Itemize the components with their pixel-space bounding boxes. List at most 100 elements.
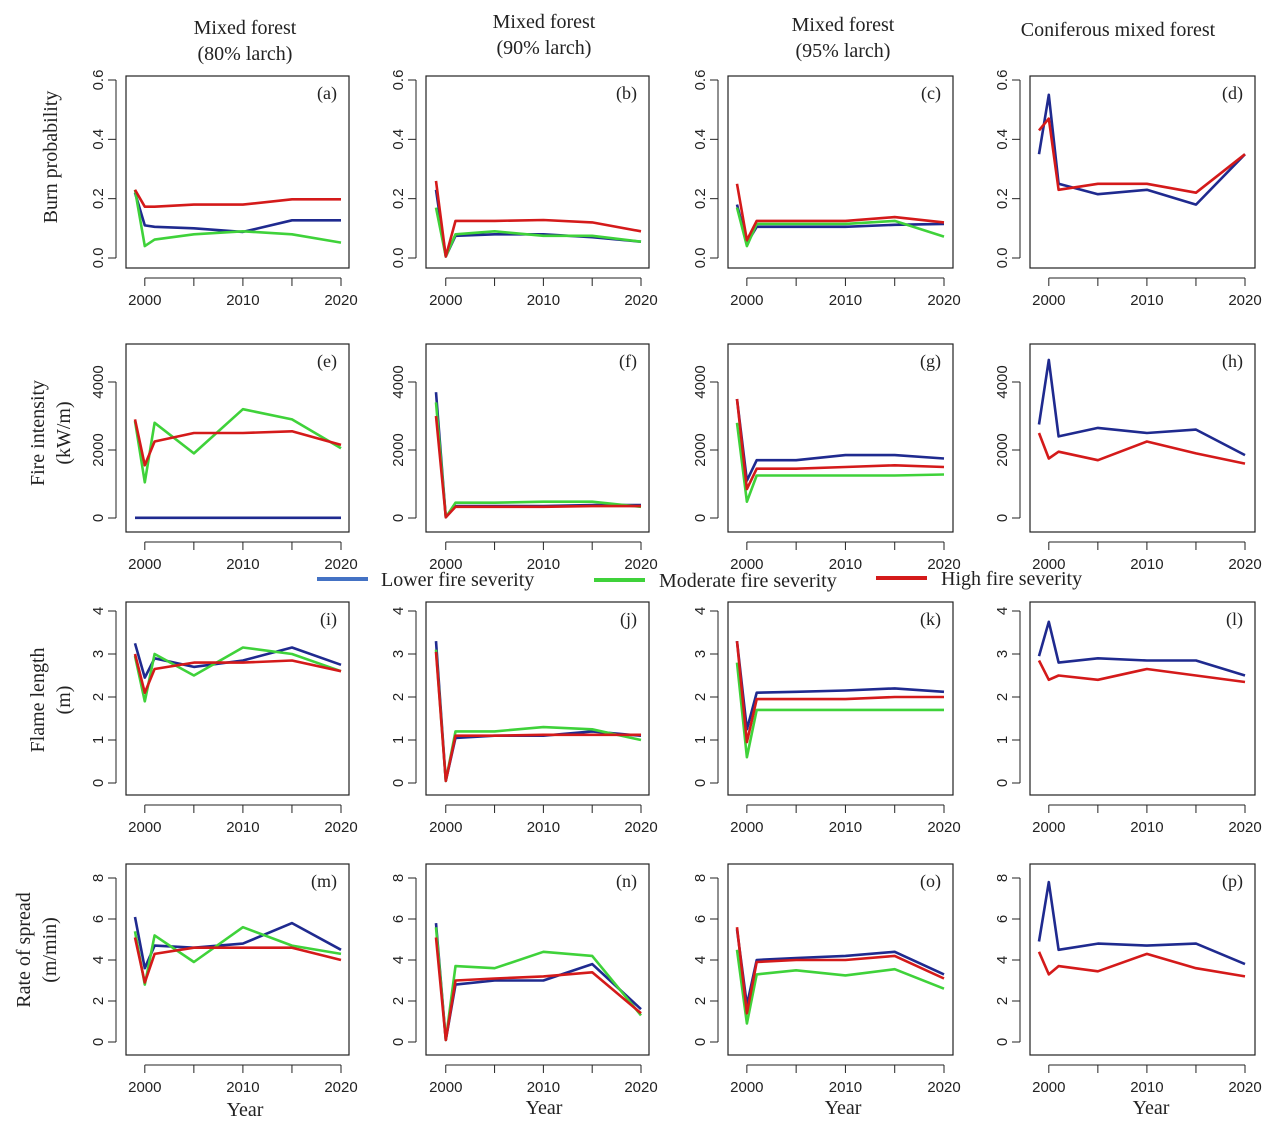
panel-label: (f)	[619, 351, 637, 372]
x-tick-label: 2010	[829, 292, 862, 309]
y-tick-label: 4000	[994, 365, 1011, 398]
panel-j: 2000 2010 2020 0 1 2 3 4 (j)	[390, 601, 658, 836]
row-label-4-line1: Rate of spread	[13, 892, 35, 1008]
y-tick-label: 0.4	[390, 129, 407, 150]
y-tick-label: 8	[390, 874, 407, 882]
y-tick-label: 1	[692, 736, 709, 744]
row-label-3-line1: Flame length	[27, 648, 49, 753]
plot-frame	[125, 75, 350, 269]
row-label-1-line1: Burn probability	[40, 91, 62, 224]
series-line-lower	[1037, 620, 1246, 677]
legend-label-high: High fire severity	[941, 568, 1082, 590]
x-tick-label: 2010	[527, 556, 560, 573]
x-tick-label: 2010	[226, 819, 259, 836]
x-tick-label: 2000	[1032, 819, 1065, 836]
panel-label: (e)	[317, 351, 337, 372]
panel-a: 2000 2010 2020 0.0 0.2 0.4 0.6 (a)	[90, 70, 358, 309]
series-line-moderate	[133, 189, 342, 248]
panel-e: 2000 2010 2020 0 2000 4000 (e)	[90, 343, 358, 573]
x-tick-label: 2000	[730, 292, 763, 309]
x-tick-label: 2000	[128, 292, 161, 309]
series-line-moderate	[434, 649, 642, 783]
y-tick-label: 0.2	[390, 188, 407, 209]
y-tick-label: 3	[994, 650, 1011, 658]
y-tick-label: 3	[90, 650, 107, 658]
y-tick-label: 2000	[692, 433, 709, 466]
x-tick-label: 2010	[226, 1079, 259, 1096]
panel-m: 2000 2010 2020 0 2 4 6 8 (m)	[90, 863, 358, 1096]
y-tick-label: 0.2	[994, 188, 1011, 209]
x-tick-label: 2000	[128, 819, 161, 836]
x-tick-label: 2020	[927, 556, 960, 573]
y-tick-label: 2	[692, 997, 709, 1005]
y-tick-label: 0	[692, 1038, 709, 1046]
x-tick-label: 2010	[527, 292, 560, 309]
x-tick-label: 2010	[226, 292, 259, 309]
y-tick-label: 4	[90, 956, 107, 964]
plot-frame	[1029, 601, 1256, 796]
plot-frame	[425, 75, 650, 269]
panel-f: 2000 2010 2020 0 2000 4000 (f)	[390, 343, 658, 573]
y-tick-label: 0.6	[994, 70, 1011, 91]
series-line-lower	[434, 189, 642, 258]
y-tick-label: 8	[692, 874, 709, 882]
series-line-high	[133, 653, 342, 695]
series-line-high	[735, 183, 945, 242]
x-tick-label: 2020	[624, 819, 657, 836]
series-line-lower	[434, 392, 641, 519]
panel-b: 2000 2010 2020 0.0 0.2 0.4 0.6 (b)	[390, 70, 658, 309]
y-tick-label: 0.0	[390, 248, 407, 269]
series-line-moderate	[735, 662, 944, 759]
x-tick-label: 2010	[829, 819, 862, 836]
plot-frame	[425, 601, 650, 796]
y-tick-label: 1	[90, 736, 107, 744]
x-axis-title-3: Year	[825, 1097, 862, 1119]
plot-frame	[727, 75, 954, 269]
x-tick-label: 2000	[429, 556, 462, 573]
column-title-3-line2: (95% larch)	[796, 40, 891, 62]
y-tick-label: 8	[994, 874, 1011, 882]
x-tick-label: 2020	[927, 292, 960, 309]
series-line-lower	[133, 192, 341, 234]
y-tick-label: 0.0	[90, 248, 107, 269]
y-tick-label: 0	[90, 514, 107, 522]
column-title-1-line2: (80% larch)	[198, 43, 293, 65]
x-tick-label: 2020	[324, 1079, 357, 1096]
y-tick-label: 6	[90, 915, 107, 923]
row-label-3-line2: (m)	[53, 686, 75, 715]
panel-label: (i)	[320, 609, 337, 630]
row-labels: Burn probability Fire intensity (kW/m) F…	[13, 91, 75, 1008]
panel-label: (g)	[920, 351, 941, 372]
y-tick-label: 0.6	[90, 70, 107, 91]
y-tick-label: 2	[90, 997, 107, 1005]
series-line-moderate	[434, 402, 642, 519]
series-line-lower	[434, 922, 642, 1042]
y-tick-label: 2	[390, 693, 407, 701]
column-title-2-line2: (90% larch)	[497, 37, 592, 59]
y-tick-label: 2000	[994, 433, 1011, 466]
series-line-high	[735, 398, 945, 491]
x-tick-label: 2020	[927, 819, 960, 836]
plot-frame	[125, 601, 350, 796]
series-line-high	[434, 180, 642, 258]
x-tick-label: 2000	[730, 556, 763, 573]
series-line-high	[1037, 951, 1246, 978]
panel-label: (o)	[920, 871, 941, 892]
series-line-moderate	[735, 949, 945, 1025]
y-tick-label: 6	[994, 915, 1011, 923]
y-tick-label: 0	[390, 514, 407, 522]
y-tick-label: 0.4	[692, 129, 709, 150]
series-line-lower	[735, 640, 945, 731]
y-tick-label: 4	[90, 607, 107, 615]
row-label-4-line2: (m/min)	[39, 917, 61, 983]
plot-frame	[1029, 75, 1256, 269]
panel-label: (d)	[1222, 83, 1243, 104]
plot-frame	[1029, 343, 1256, 533]
panel-label: (b)	[616, 83, 637, 104]
series-line-high	[434, 415, 641, 519]
y-tick-label: 0	[692, 779, 709, 787]
panel-label: (p)	[1222, 871, 1243, 892]
series-line-moderate	[735, 422, 945, 504]
x-tick-label: 2020	[1228, 292, 1261, 309]
